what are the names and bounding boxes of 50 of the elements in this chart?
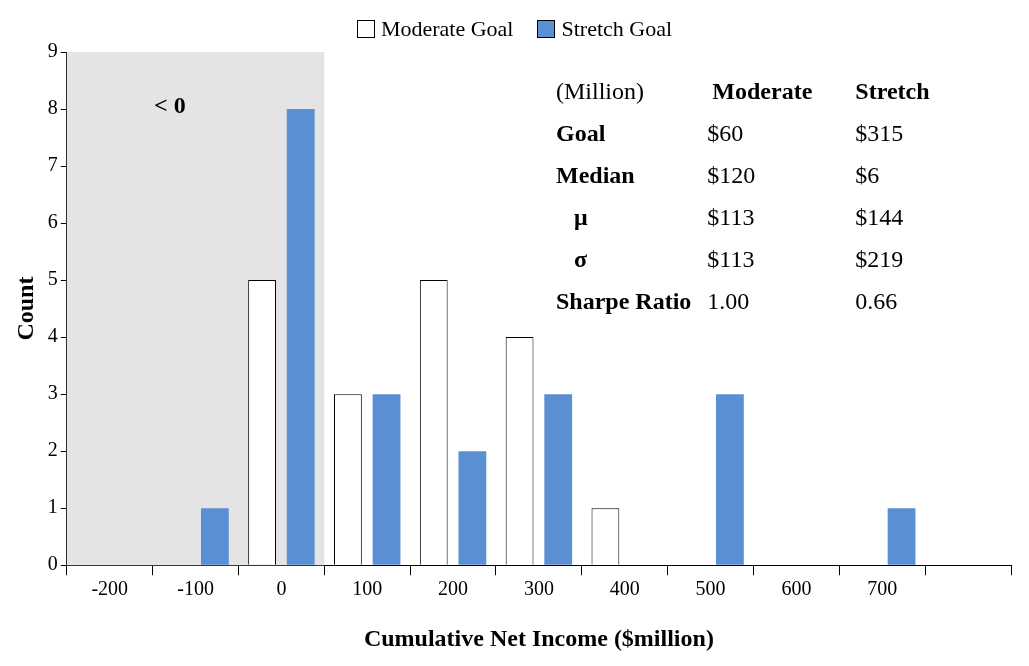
y-tick-label: 0: [47, 552, 58, 575]
x-tick-label: 400: [609, 577, 640, 600]
legend-label: Moderate Goal: [380, 16, 514, 42]
x-tick-label: -200: [91, 577, 129, 600]
bar: [887, 508, 916, 565]
annotation: $113: [706, 244, 756, 274]
annotation: $144: [854, 202, 905, 232]
bar: [715, 394, 744, 565]
y-tick-label: 4: [47, 324, 58, 347]
x-tick-label: 300: [523, 577, 554, 600]
annotation: $315: [854, 118, 905, 148]
y-tick-label: 7: [47, 153, 58, 176]
x-tick-label: 200: [438, 577, 469, 600]
y-tick-label: 6: [47, 210, 58, 233]
y-tick-label: 2: [47, 438, 58, 461]
x-tick-label: 700: [867, 577, 898, 600]
bar: [372, 394, 401, 565]
annotation: 1.00: [706, 286, 751, 316]
annotation: Goal: [555, 118, 607, 148]
bar: [200, 508, 229, 565]
y-tick-label: 8: [47, 96, 58, 119]
x-tick-label: 500: [695, 577, 726, 600]
y-axis-title: Count: [11, 276, 38, 341]
y-tick-label: 5: [47, 267, 58, 290]
annotation: Median: [555, 160, 636, 190]
bar: [286, 109, 315, 565]
annotation: $219: [854, 244, 905, 274]
x-tick-label: -100: [177, 577, 214, 600]
annotation: 0.66: [854, 286, 899, 316]
annotation: μ: [573, 202, 589, 232]
annotation: σ: [573, 244, 589, 274]
annotation: $113: [706, 202, 756, 232]
y-tick-label: 9: [47, 39, 58, 62]
x-tick-label: 100: [352, 577, 383, 600]
band-label: < 0: [153, 92, 186, 119]
x-axis-title: Cumulative Net Income ($million): [363, 624, 714, 651]
annotation: $6: [854, 160, 881, 190]
annotation: (Million): [555, 76, 645, 106]
y-tick-label: 3: [47, 381, 58, 404]
bar: [458, 451, 487, 565]
annotation: Moderate: [711, 76, 814, 106]
legend-label: Stretch Goal: [561, 16, 673, 42]
annotation: Stretch: [854, 76, 931, 106]
bar: [544, 394, 573, 565]
y-tick-label: 1: [47, 495, 58, 518]
annotation: $60: [706, 118, 745, 148]
x-tick-label: 600: [781, 577, 812, 600]
annotation: $120: [706, 160, 757, 190]
annotation: Sharpe Ratio: [555, 286, 693, 316]
x-tick-label: 0: [276, 577, 287, 600]
